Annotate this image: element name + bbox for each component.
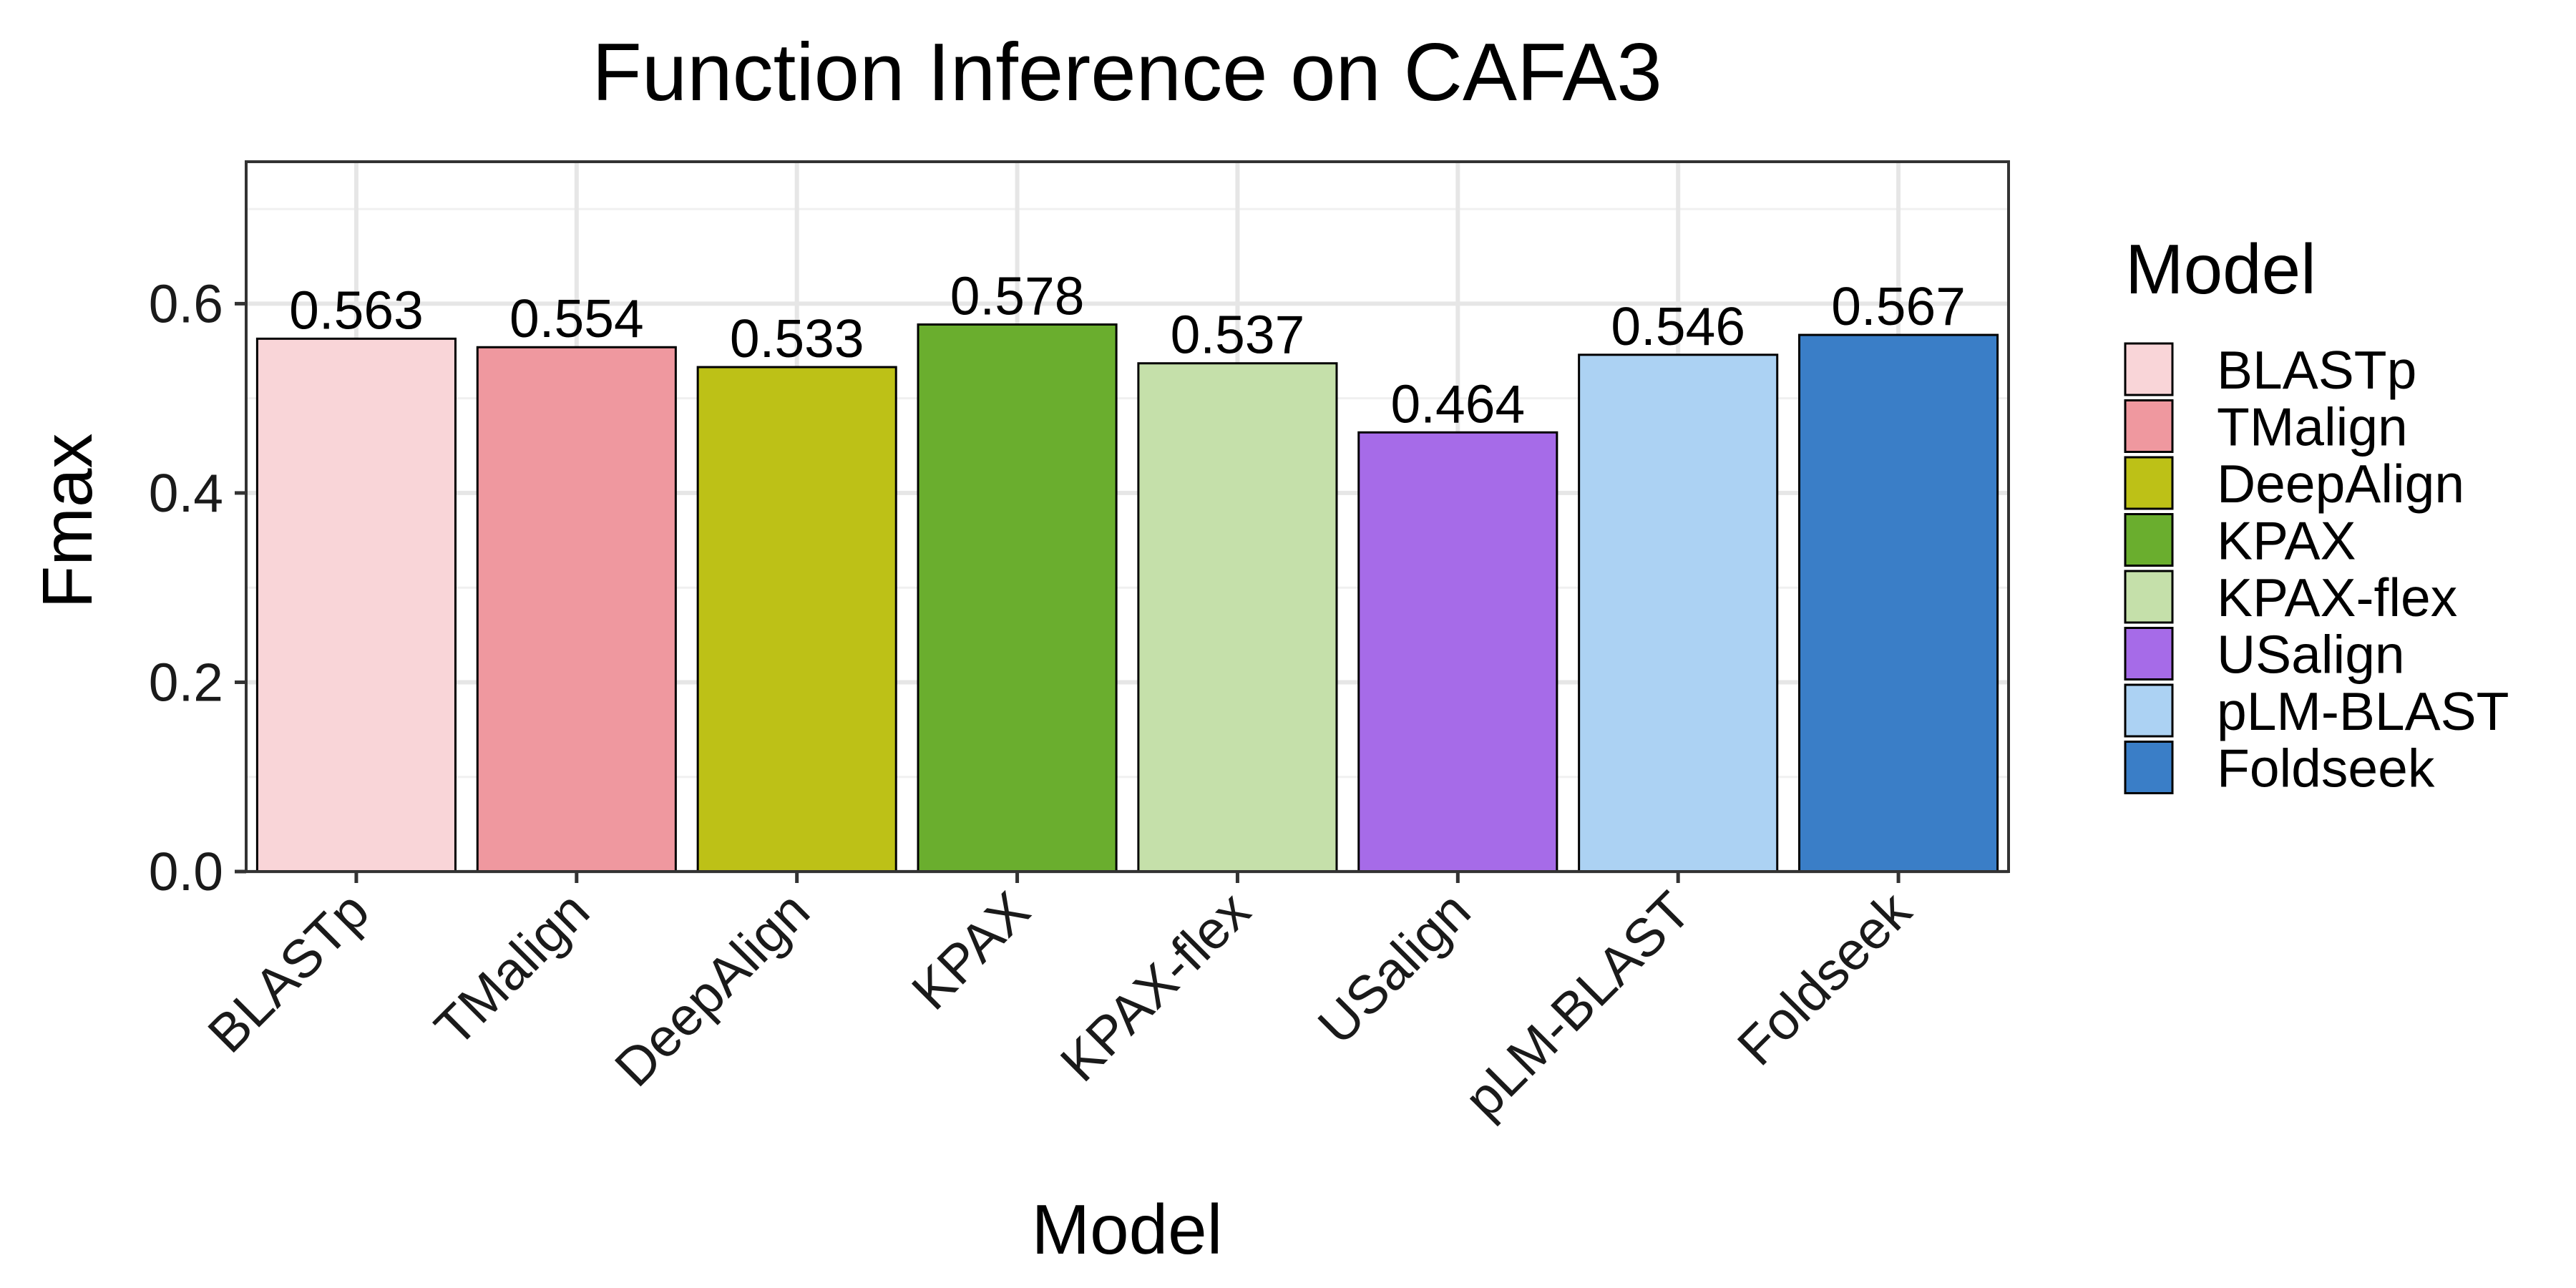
legend-item: KPAX-flex — [2124, 567, 2457, 628]
chart-title: Function Inference on CAFA3 — [592, 27, 1662, 118]
legend-item: BLASTp — [2124, 340, 2416, 400]
y-axis-title: Fmax — [28, 434, 107, 609]
bar-value-label: 0.578 — [950, 265, 1085, 326]
legend-item: DeepAlign — [2124, 454, 2464, 514]
legend-label: DeepAlign — [2217, 454, 2464, 514]
legend-label: pLM-BLAST — [2217, 681, 2509, 741]
legend-key — [2124, 399, 2174, 453]
bar-value-label: 0.563 — [289, 280, 424, 340]
x-tick-label: DeepAlign — [603, 880, 821, 1098]
legend-label: KPAX — [2217, 511, 2356, 571]
legend-label: BLASTp — [2217, 340, 2416, 400]
bar-blastp — [255, 337, 457, 873]
legend-item: Foldseek — [2124, 738, 2435, 799]
bar-value-label: 0.537 — [1171, 305, 1305, 365]
legend-label: KPAX-flex — [2217, 567, 2457, 628]
bar-deepalign — [696, 366, 897, 873]
legend-item: TMalign — [2124, 397, 2408, 457]
legend-label: USalign — [2217, 625, 2405, 685]
legend-label: Foldseek — [2217, 738, 2435, 799]
bar-value-label: 0.554 — [509, 288, 644, 348]
legend-item: KPAX — [2124, 511, 2356, 571]
legend-item: USalign — [2124, 625, 2405, 685]
bar-usalign — [1357, 431, 1558, 873]
legend-key — [2124, 741, 2174, 794]
legend: Model BLASTpTMalignDeepAlignKPAXKPAX-fle… — [2124, 230, 2509, 799]
x-tick-label: KPAX-flex — [1049, 880, 1262, 1093]
y-tick-label: 0.6 — [149, 273, 223, 333]
bar-value-label: 0.533 — [730, 308, 864, 369]
bar-plm-blast — [1578, 353, 1779, 873]
x-tick-label: pLM-BLAST — [1453, 880, 1702, 1129]
legend-key — [2124, 683, 2174, 738]
legend-item: pLM-BLAST — [2124, 681, 2509, 741]
bar-value-label: 0.546 — [1611, 296, 1745, 356]
legend-label: TMalign — [2217, 397, 2408, 457]
legend-title: Model — [2125, 230, 2316, 308]
legend-key — [2124, 456, 2174, 510]
bar-foldseek — [1798, 333, 1999, 873]
x-tick-label: TMalign — [423, 880, 600, 1058]
bar-kpax — [917, 323, 1118, 873]
plot-border — [245, 160, 2010, 873]
x-tick-label: USalign — [1307, 880, 1482, 1055]
x-tick-label: KPAX — [900, 880, 1041, 1021]
bar-kpax-flex — [1137, 362, 1338, 873]
bar-value-label: 0.567 — [1831, 276, 1966, 336]
y-tick-label: 0.4 — [149, 463, 223, 523]
x-tick-label: Foldseek — [1726, 880, 1923, 1077]
legend-key — [2124, 342, 2174, 396]
legend-key — [2124, 627, 2174, 680]
bar-value-label: 0.464 — [1390, 374, 1525, 434]
y-tick-label: 0.0 — [149, 841, 223, 902]
legend-key — [2124, 513, 2174, 567]
legend-key — [2124, 570, 2174, 624]
bar-tmalign — [476, 346, 677, 873]
x-tick-label: BLASTp — [196, 880, 380, 1064]
y-tick-label: 0.2 — [149, 652, 223, 712]
plot-area: 0.563 0.554 0.533 0.578 0.537 0.464 0.546 0.567… — [149, 160, 2010, 1129]
x-axis-title: Model — [1032, 1190, 1223, 1269]
